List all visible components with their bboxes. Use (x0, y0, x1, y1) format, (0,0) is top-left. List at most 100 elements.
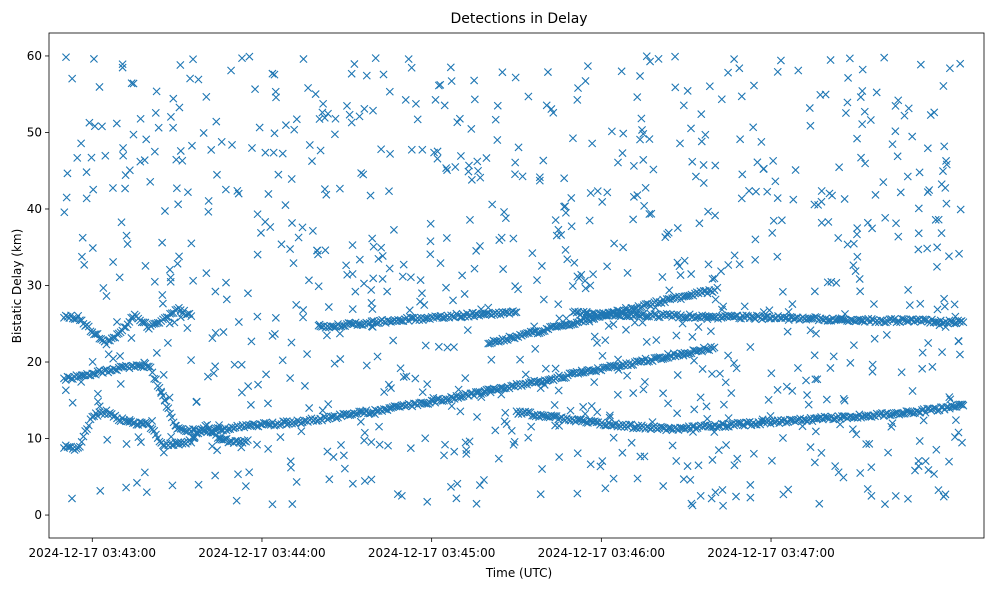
track-point (710, 343, 719, 352)
data-point (535, 176, 544, 185)
data-point (867, 463, 876, 472)
data-point (955, 350, 964, 359)
data-point (779, 490, 788, 499)
track-point (850, 413, 859, 422)
data-point (543, 68, 552, 77)
data-point (538, 465, 547, 473)
track-point (629, 424, 638, 433)
data-point (717, 95, 726, 104)
data-point (711, 295, 720, 304)
data-point (676, 139, 684, 148)
data-point (211, 362, 220, 371)
data-point (127, 79, 136, 88)
data-point (768, 228, 777, 237)
data-point (186, 74, 195, 83)
data-point (706, 327, 715, 336)
data-point (189, 55, 198, 64)
data-point (204, 207, 213, 216)
data-point (398, 272, 407, 281)
data-point (646, 57, 655, 66)
data-point (118, 60, 127, 69)
data-point (641, 183, 650, 192)
track-point (364, 319, 373, 328)
data-point (423, 497, 432, 506)
data-point (187, 239, 196, 248)
data-point (237, 360, 246, 369)
data-point (253, 440, 262, 449)
track-point (530, 327, 539, 336)
data-point (385, 187, 393, 196)
track-point (894, 317, 903, 326)
data-point (230, 360, 239, 369)
track-point (714, 422, 723, 431)
data-point (254, 380, 263, 389)
data-point (696, 393, 705, 402)
data-point (581, 276, 590, 285)
data-point (96, 486, 105, 495)
track-point (629, 304, 638, 313)
track-point (401, 402, 410, 411)
data-point (908, 387, 917, 396)
data-point (845, 54, 854, 63)
data-point (322, 331, 331, 340)
data-point (950, 300, 959, 309)
data-point (465, 215, 474, 224)
data-point (900, 111, 909, 120)
data-point (891, 101, 900, 110)
data-point (264, 444, 273, 453)
data-point (727, 389, 736, 398)
data-point (618, 149, 627, 158)
data-point (290, 125, 299, 134)
data-point (923, 244, 932, 253)
data-point (217, 137, 226, 146)
data-point (321, 246, 330, 255)
data-point (461, 438, 470, 447)
data-point (99, 283, 108, 292)
data-point (498, 68, 507, 77)
data-point (871, 190, 880, 199)
data-point (241, 482, 250, 491)
data-point (472, 246, 481, 255)
data-point (710, 274, 719, 283)
data-point (404, 55, 413, 64)
data-point (286, 245, 295, 254)
data-point (436, 259, 445, 268)
x-tick-label: 2024-12-17 03:44:00 (198, 546, 325, 560)
data-point (524, 92, 533, 101)
data-point (212, 170, 221, 179)
track-point (74, 443, 83, 452)
data-point (782, 382, 791, 391)
track-point (491, 385, 500, 394)
data-point (232, 496, 241, 505)
data-point (805, 104, 814, 113)
data-point (117, 218, 126, 227)
data-point (676, 271, 685, 280)
data-point (610, 239, 619, 248)
data-point (304, 84, 313, 92)
data-point (528, 249, 537, 258)
data-point (671, 83, 680, 92)
data-point (369, 242, 378, 251)
data-point (945, 393, 954, 402)
data-point (355, 255, 364, 264)
data-point (735, 64, 744, 73)
data-point (698, 364, 707, 373)
data-point (311, 90, 320, 99)
track-point (123, 417, 132, 426)
data-point (367, 285, 376, 294)
data-point (863, 484, 872, 493)
data-point (172, 184, 181, 193)
data-point (848, 425, 857, 434)
data-point (501, 408, 510, 417)
track-point (733, 418, 742, 427)
data-point (440, 451, 449, 460)
data-point (673, 409, 682, 418)
data-point (152, 87, 161, 96)
data-point (777, 216, 786, 225)
data-point (618, 448, 627, 457)
data-point (746, 480, 755, 489)
data-point (551, 421, 560, 430)
track-point (653, 313, 662, 322)
data-point (374, 254, 383, 263)
data-point (607, 127, 616, 136)
